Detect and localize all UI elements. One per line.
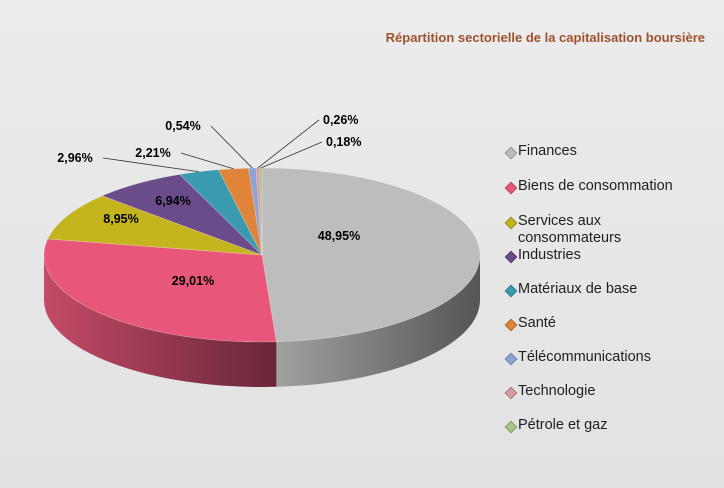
legend-item: Biens de consommation: [504, 178, 708, 195]
legend-swatch: [504, 420, 518, 434]
legend-item: Finances: [504, 143, 708, 160]
data-label: 0,18%: [326, 135, 361, 149]
data-label: 2,96%: [57, 151, 92, 165]
pie-top: [43, 167, 481, 343]
legend-item: Télécommunications: [504, 349, 708, 366]
legend-swatch: [504, 386, 518, 400]
legend-item: Industries: [504, 247, 708, 264]
leader-line: [260, 141, 323, 169]
legend-label: Services aux consommateurs: [518, 213, 622, 246]
pie-wall-finances: [276, 255, 480, 387]
legend-label: Télécommunications: [518, 349, 651, 365]
data-label: 0,26%: [323, 113, 358, 127]
legend-swatch: [504, 250, 518, 264]
legend-swatch: [504, 284, 518, 298]
pie-slice-biens-de-consommation: [43, 238, 277, 343]
pie-wall-biens-de-consommation: [44, 255, 277, 388]
legend-swatch: [504, 352, 518, 366]
legend-item: Pétrole et gaz: [504, 417, 708, 434]
legend-label: Pétrole et gaz: [518, 417, 608, 433]
legend-label: Matériaux de base: [518, 281, 638, 297]
legend-swatch: [504, 216, 518, 230]
pie-depth: [44, 255, 480, 388]
legend-swatch: [504, 318, 518, 332]
data-label: 2,21%: [135, 146, 170, 160]
data-label: 8,95%: [103, 212, 138, 226]
leader-line: [180, 152, 234, 170]
legend-swatch: [504, 146, 518, 160]
legend-item: Technologie: [504, 383, 708, 400]
leader-line: [257, 119, 320, 169]
legend-label: Industries: [518, 247, 581, 263]
data-label: 6,94%: [155, 194, 190, 208]
leader-line: [210, 125, 253, 169]
legend-item: Services aux consommateurs: [504, 213, 668, 247]
legend-item: Santé: [504, 315, 708, 332]
legend-label: Biens de consommation: [518, 178, 673, 194]
legend-label: Santé: [518, 315, 556, 331]
leader-line: [102, 157, 200, 173]
pie-slice-industries: [101, 174, 263, 256]
legend-item: Matériaux de base: [504, 281, 708, 298]
data-label: 48,95%: [318, 229, 360, 243]
data-label: 0,54%: [165, 119, 200, 133]
legend-label: Technologie: [518, 383, 596, 399]
pie-slice-finances: [261, 167, 481, 343]
legend-swatch: [504, 181, 518, 195]
pie-slice-services-aux-consommateurs: [47, 195, 263, 256]
legend-label: Finances: [518, 143, 577, 159]
data-labels: 48,95% 29,01% 8,95% 6,94% 2,96% 2,21% 0,54% 0,2…: [57, 113, 361, 288]
chart-title: Répartition sectorielle de la capitalisa…: [385, 30, 705, 45]
data-label: 29,01%: [172, 274, 214, 288]
